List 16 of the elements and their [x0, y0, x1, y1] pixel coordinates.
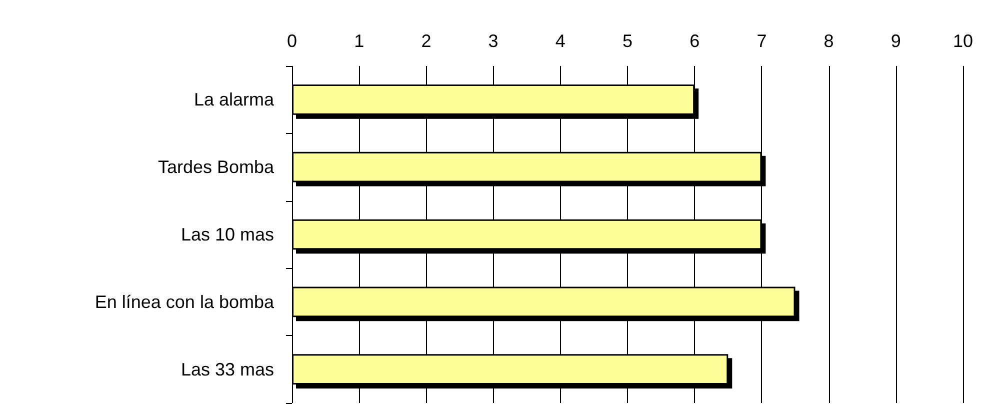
y-tick-label: Las 33 mas	[180, 359, 274, 380]
x-tick-label: 5	[622, 31, 633, 51]
y-tick-label: Tardes Bomba	[158, 157, 275, 178]
x-tick-label: 6	[690, 31, 700, 51]
x-tick-label: 3	[488, 31, 498, 51]
y-tick-label: La alarma	[194, 90, 275, 110]
x-tick-label: 2	[421, 31, 432, 51]
x-tick-label: 0	[286, 31, 298, 51]
y-tick-label: Las 10 mas	[180, 224, 274, 244]
x-tick-label: 4	[555, 31, 566, 51]
x-tick-label: 10	[952, 31, 974, 51]
x-tick-label: 8	[824, 31, 834, 51]
y-tick-label: En línea con la bomba	[94, 292, 275, 312]
x-tick-label: 1	[354, 31, 364, 51]
x-tick-label: 7	[756, 31, 767, 51]
x-tick-label: 9	[890, 31, 901, 51]
